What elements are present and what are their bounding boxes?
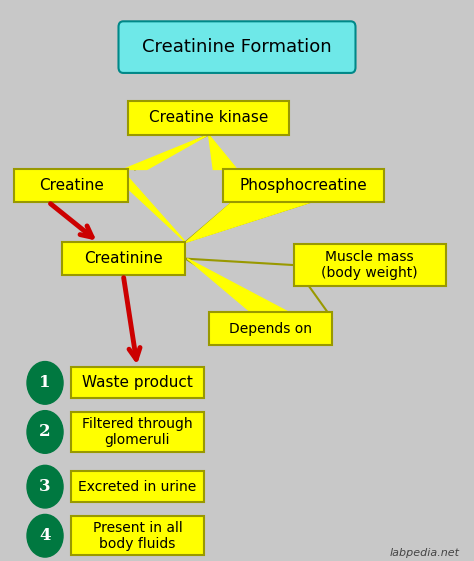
Bar [294, 244, 446, 286]
Text: Waste product: Waste product [82, 375, 193, 390]
Circle shape [27, 514, 63, 557]
Bar [71, 471, 204, 502]
Bar [223, 169, 384, 202]
Polygon shape [128, 177, 186, 242]
Text: Present in all
body fluids: Present in all body fluids [92, 521, 182, 551]
Text: Depends on: Depends on [228, 322, 312, 335]
Bar [128, 101, 289, 135]
Text: Muscle mass
(body weight): Muscle mass (body weight) [321, 250, 418, 280]
Text: Filtered through
glomeruli: Filtered through glomeruli [82, 417, 193, 447]
Text: 4: 4 [39, 527, 51, 544]
Text: Creatinine Formation: Creatinine Formation [142, 38, 332, 56]
Polygon shape [187, 259, 289, 312]
Bar [62, 242, 185, 275]
Text: Creatinine: Creatinine [84, 251, 163, 266]
Text: 1: 1 [39, 374, 51, 392]
Bar [71, 516, 204, 555]
Text: Phosphocreatine: Phosphocreatine [239, 178, 367, 193]
Text: Creatine kinase: Creatine kinase [149, 111, 268, 125]
Text: 2: 2 [39, 424, 51, 440]
Text: Creatine: Creatine [39, 178, 103, 193]
Circle shape [27, 362, 63, 404]
Text: Excreted in urine: Excreted in urine [78, 480, 197, 494]
Circle shape [27, 465, 63, 508]
Polygon shape [209, 135, 237, 169]
Polygon shape [186, 202, 311, 242]
Circle shape [27, 411, 63, 453]
Bar [209, 312, 332, 345]
Bar [71, 367, 204, 398]
FancyBboxPatch shape [118, 21, 356, 73]
Text: 3: 3 [39, 478, 51, 495]
Bar [14, 169, 128, 202]
Polygon shape [123, 135, 209, 169]
Bar [71, 412, 204, 452]
Text: labpedia.net: labpedia.net [390, 548, 460, 558]
